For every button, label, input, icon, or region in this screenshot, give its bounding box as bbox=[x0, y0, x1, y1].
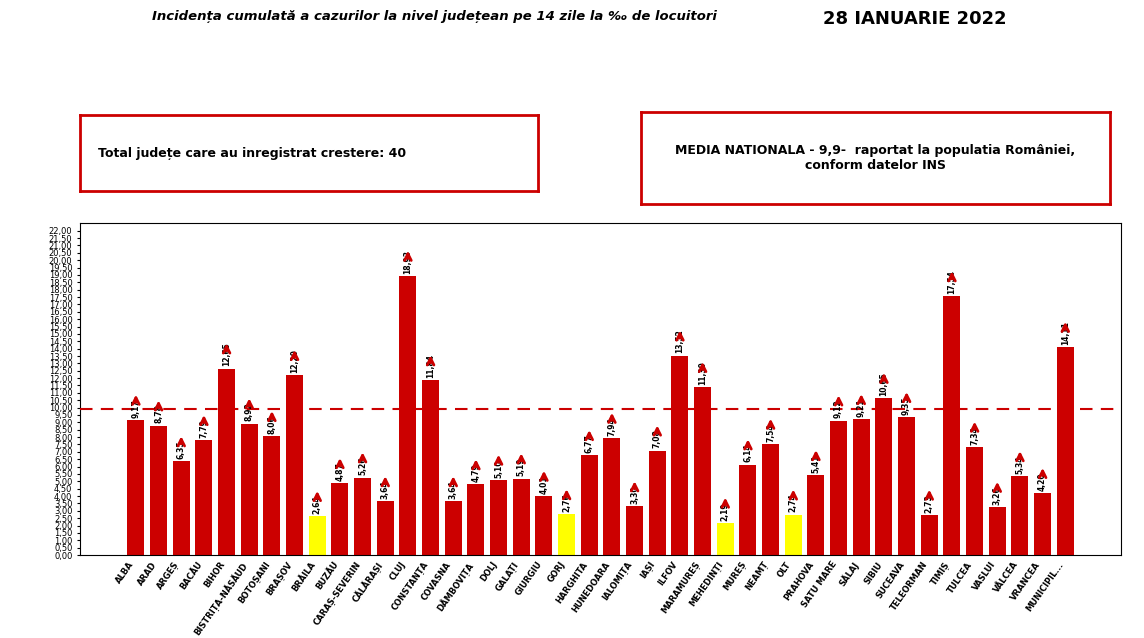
Bar bbox=[127, 420, 144, 555]
Text: 9,12: 9,12 bbox=[834, 400, 843, 419]
Text: 3,26: 3,26 bbox=[993, 486, 1002, 505]
Bar bbox=[468, 484, 484, 555]
Bar bbox=[852, 419, 869, 555]
Bar bbox=[626, 507, 643, 555]
Text: 9,21: 9,21 bbox=[857, 398, 866, 417]
Bar bbox=[173, 461, 190, 555]
Text: 3,64: 3,64 bbox=[381, 480, 390, 499]
Bar bbox=[921, 515, 938, 555]
Text: 8,78: 8,78 bbox=[154, 404, 164, 424]
Text: 5,10: 5,10 bbox=[494, 459, 503, 478]
Text: 10,65: 10,65 bbox=[880, 372, 889, 396]
Text: Incidența cumulată a cazurilor la nivel județean pe 14 zile la ‰ de locuitori: Incidența cumulată a cazurilor la nivel … bbox=[152, 10, 717, 22]
Bar bbox=[967, 447, 983, 555]
Text: 4,79: 4,79 bbox=[471, 463, 480, 482]
Bar bbox=[309, 516, 326, 555]
Text: 6,77: 6,77 bbox=[585, 434, 594, 453]
Text: 17,54: 17,54 bbox=[947, 271, 956, 294]
Bar bbox=[603, 438, 620, 555]
Bar bbox=[808, 475, 825, 555]
Text: 6,14: 6,14 bbox=[744, 443, 753, 463]
Text: 3,64: 3,64 bbox=[448, 480, 458, 499]
Bar bbox=[219, 369, 235, 555]
Text: 4,01: 4,01 bbox=[540, 475, 548, 494]
Text: 7,94: 7,94 bbox=[607, 417, 617, 436]
Bar bbox=[490, 480, 507, 555]
Bar bbox=[332, 483, 349, 555]
Text: 9,35: 9,35 bbox=[903, 396, 911, 415]
Text: 8,92: 8,92 bbox=[245, 403, 254, 421]
Text: 2,76: 2,76 bbox=[562, 493, 571, 512]
Text: 18,93: 18,93 bbox=[404, 249, 413, 274]
Bar bbox=[445, 501, 462, 555]
Text: 2,73: 2,73 bbox=[924, 494, 934, 512]
Bar bbox=[286, 375, 303, 555]
Text: 14,11: 14,11 bbox=[1060, 321, 1070, 345]
Bar bbox=[762, 444, 779, 555]
Bar bbox=[739, 464, 756, 555]
Bar bbox=[581, 456, 598, 555]
Text: 3,30: 3,30 bbox=[630, 486, 639, 504]
Bar bbox=[875, 398, 892, 555]
Bar bbox=[558, 514, 575, 555]
Bar bbox=[355, 477, 371, 555]
Bar bbox=[717, 523, 733, 555]
Bar bbox=[376, 501, 394, 555]
Text: MEDIA NATIONALA - 9,9-  raportat la populatia României,
conform datelor INS: MEDIA NATIONALA - 9,9- raportat la popul… bbox=[675, 144, 1075, 172]
Text: 13,52: 13,52 bbox=[675, 330, 684, 353]
Bar bbox=[672, 356, 689, 555]
Text: 8,06: 8,06 bbox=[268, 415, 277, 434]
Text: 7,79: 7,79 bbox=[199, 419, 208, 438]
Text: 4,20: 4,20 bbox=[1038, 472, 1047, 491]
Bar bbox=[831, 420, 847, 555]
Bar bbox=[535, 496, 553, 555]
Bar bbox=[263, 436, 280, 555]
Bar bbox=[1034, 493, 1051, 555]
Bar bbox=[944, 297, 961, 555]
Text: 28 IANUARIE 2022: 28 IANUARIE 2022 bbox=[824, 10, 1007, 27]
Bar bbox=[988, 507, 1006, 555]
Bar bbox=[1057, 347, 1074, 555]
Text: 2,64: 2,64 bbox=[312, 495, 321, 514]
Bar bbox=[399, 276, 416, 555]
Text: 2,74: 2,74 bbox=[788, 494, 797, 512]
Bar bbox=[422, 380, 439, 555]
Text: 7,54: 7,54 bbox=[766, 423, 776, 441]
Bar bbox=[898, 417, 915, 555]
Text: 12,65: 12,65 bbox=[222, 343, 231, 366]
Text: 7,08: 7,08 bbox=[653, 429, 661, 449]
Text: 7,34: 7,34 bbox=[970, 426, 979, 445]
Text: Total județe care au inregistrat crestere: 40: Total județe care au inregistrat crester… bbox=[98, 147, 406, 160]
Text: 5,19: 5,19 bbox=[517, 458, 526, 477]
Text: 5,41: 5,41 bbox=[811, 455, 820, 473]
Text: 6,35: 6,35 bbox=[176, 441, 185, 459]
Bar bbox=[785, 515, 802, 555]
Bar bbox=[150, 426, 167, 555]
Bar bbox=[513, 478, 530, 555]
Bar bbox=[1011, 477, 1028, 555]
Bar bbox=[694, 387, 712, 555]
Text: 5,34: 5,34 bbox=[1016, 456, 1025, 474]
Text: 5,26: 5,26 bbox=[358, 457, 367, 475]
Text: 11,84: 11,84 bbox=[426, 354, 435, 378]
Text: 12,20: 12,20 bbox=[291, 349, 299, 373]
Bar bbox=[240, 424, 257, 555]
Text: 2,19: 2,19 bbox=[721, 502, 730, 521]
Text: 9,17: 9,17 bbox=[132, 399, 141, 418]
Text: 11,39: 11,39 bbox=[698, 361, 707, 385]
Bar bbox=[649, 450, 666, 555]
Bar bbox=[196, 440, 213, 555]
Text: 4,87: 4,87 bbox=[335, 462, 344, 481]
